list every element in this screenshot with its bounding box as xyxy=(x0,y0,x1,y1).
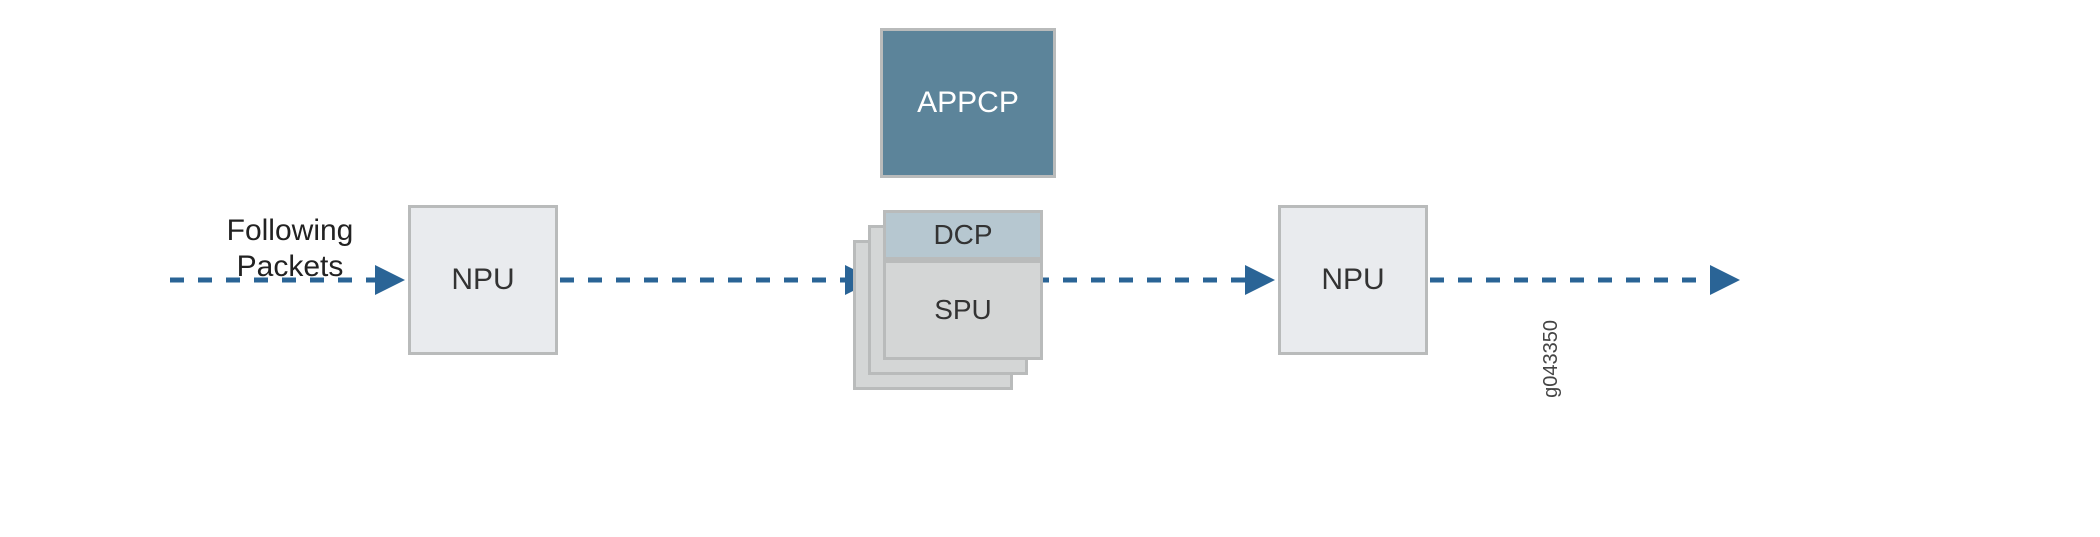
npu2-node: NPU xyxy=(1278,205,1428,355)
figure-id: g043350 xyxy=(1540,320,1563,398)
flow-label: Following Packets xyxy=(190,213,390,285)
npu2-label: NPU xyxy=(1321,263,1384,297)
appcp-label: APPCP xyxy=(917,86,1019,120)
npu1-label: NPU xyxy=(451,263,514,297)
spu-label: SPU xyxy=(934,294,992,326)
flow-label-line2: Packets xyxy=(190,249,390,285)
spu-node: SPU xyxy=(883,260,1043,360)
appcp-node: APPCP xyxy=(880,28,1056,178)
flow-label-line1: Following xyxy=(190,213,390,249)
dcp-label: DCP xyxy=(933,219,992,251)
dcp-node: DCP xyxy=(883,210,1043,260)
npu1-node: NPU xyxy=(408,205,558,355)
